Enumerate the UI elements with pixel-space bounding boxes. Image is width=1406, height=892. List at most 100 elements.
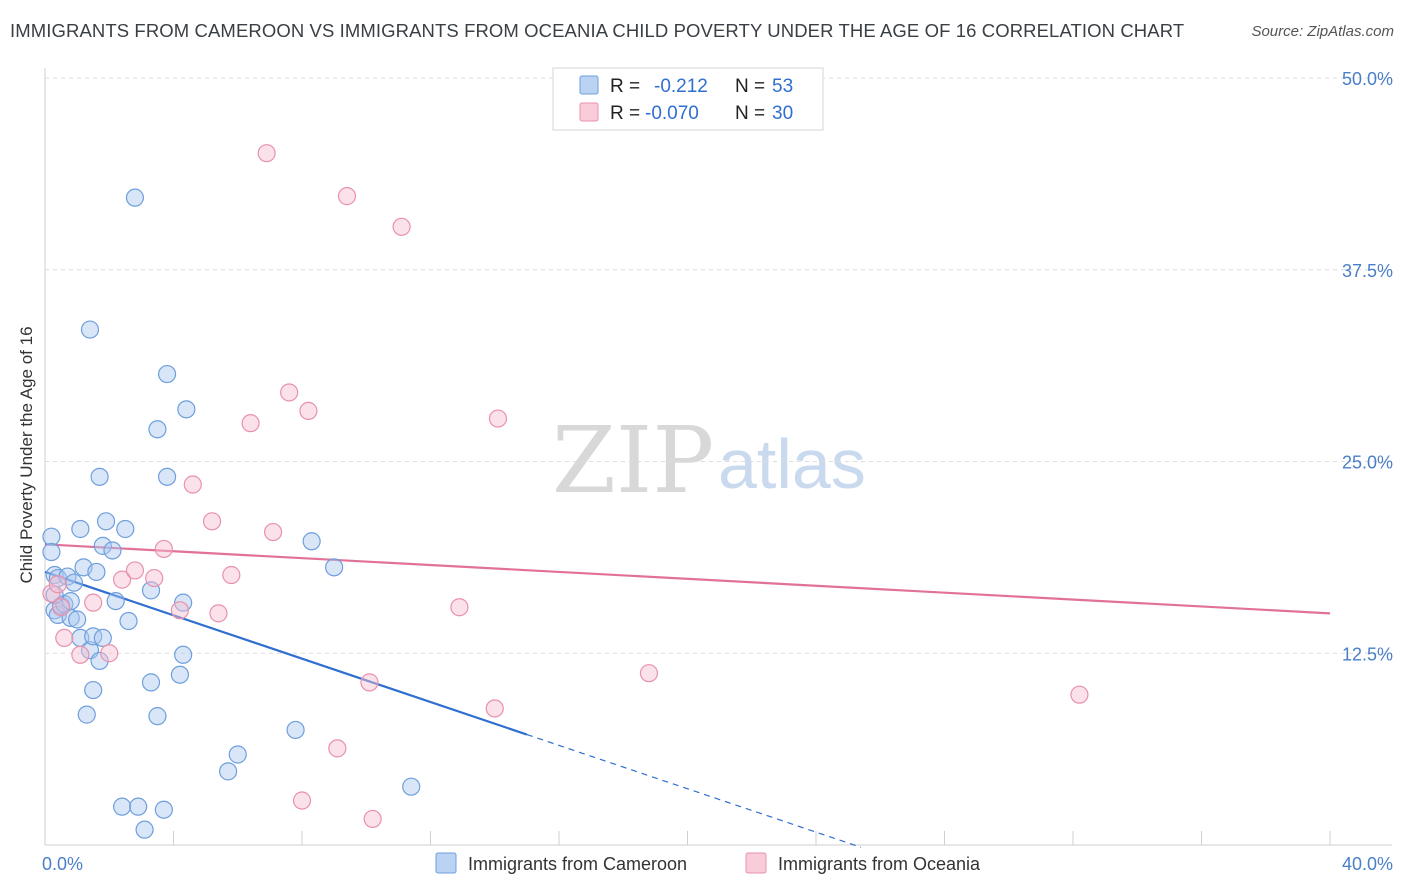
point-oceania <box>48 575 67 594</box>
watermark-zip: ZIP <box>552 407 714 514</box>
point-cameroon <box>106 591 125 611</box>
point-cameroon <box>93 536 112 555</box>
point-cameroon <box>141 673 161 692</box>
point-oceania <box>202 512 222 531</box>
legend-r-value: -0.070 <box>645 103 699 124</box>
point-cameroon <box>174 645 193 664</box>
trend-line-cameroon-extension <box>526 733 862 848</box>
point-oceania <box>360 673 379 692</box>
y-tick-label: 12.5% <box>1342 644 1393 664</box>
point-cameroon <box>154 800 173 819</box>
point-oceania <box>639 664 659 683</box>
point-oceania <box>55 628 74 648</box>
point-cameroon <box>170 665 190 684</box>
point-cameroon <box>228 745 247 764</box>
point-cameroon <box>302 532 321 551</box>
legend-r-label: R = <box>610 103 640 124</box>
series-legend-swatch-cameroon <box>435 852 457 874</box>
point-cameroon <box>325 558 344 577</box>
stats-legend-row-oceania: R = -0.070 N = 30 <box>579 102 793 124</box>
point-oceania <box>1070 685 1089 704</box>
point-oceania <box>42 584 61 603</box>
point-oceania <box>51 598 71 617</box>
point-cameroon <box>177 400 196 419</box>
y-tick-label: 25.0% <box>1342 453 1393 473</box>
point-cameroon <box>84 680 103 700</box>
point-oceania <box>450 598 469 617</box>
y-tick-label: 37.5% <box>1342 261 1393 281</box>
point-cameroon <box>119 611 138 631</box>
point-cameroon <box>135 820 154 839</box>
series-legend-item-oceania[interactable]: Immigrants from Oceania <box>745 852 981 874</box>
series-legend-label-cameroon: Immigrants from Cameroon <box>468 854 687 874</box>
legend-r-label: R = <box>610 76 640 97</box>
watermark: ZIP atlas <box>552 407 866 514</box>
watermark-atlas: atlas <box>718 425 866 503</box>
legend-r-value: -0.212 <box>654 76 708 97</box>
point-oceania <box>263 522 283 542</box>
point-cameroon <box>148 420 167 439</box>
point-cameroon <box>42 527 61 546</box>
y-axis-title: Child Poverty Under the Age of 16 <box>17 326 36 583</box>
axes: 12.5% 25.0% 37.5% 50.0% 0.0% 40.0% <box>42 68 1393 874</box>
point-cameroon <box>129 797 148 816</box>
point-cameroon <box>157 364 177 384</box>
point-oceania <box>170 601 190 620</box>
legend-swatch-oceania <box>579 102 599 122</box>
point-oceania <box>145 568 164 588</box>
point-oceania <box>299 401 318 420</box>
point-cameroon <box>80 320 100 339</box>
point-oceania <box>485 699 504 718</box>
point-cameroon <box>219 762 238 781</box>
point-oceania <box>292 791 312 810</box>
point-cameroon <box>93 628 112 648</box>
point-cameroon <box>90 467 109 486</box>
point-cameroon <box>68 610 87 629</box>
series-legend-label-oceania: Immigrants from Oceania <box>778 854 981 874</box>
point-cameroon <box>103 541 122 560</box>
point-cameroon <box>402 777 421 796</box>
point-cameroon <box>42 542 61 562</box>
point-oceania <box>363 809 382 829</box>
series-legend-item-cameroon[interactable]: Immigrants from Cameroon <box>435 852 687 874</box>
point-cameroon <box>125 188 145 207</box>
point-cameroon <box>77 705 96 724</box>
stats-legend-row-cameroon: R = -0.212 N = 53 <box>579 75 793 97</box>
point-oceania <box>209 604 228 623</box>
series-legend: Immigrants from Cameroon Immigrants from… <box>435 852 981 874</box>
point-oceania <box>183 475 202 494</box>
point-oceania <box>112 570 132 589</box>
legend-n-label: N = <box>735 76 765 97</box>
point-oceania <box>71 645 90 664</box>
point-oceania <box>154 539 173 559</box>
grid <box>45 77 1392 654</box>
point-oceania <box>488 409 508 428</box>
point-oceania <box>392 217 411 236</box>
point-cameroon <box>112 797 132 816</box>
point-cameroon <box>64 573 84 592</box>
point-cameroon <box>71 519 90 539</box>
data-points <box>42 144 1089 839</box>
legend-n-value: 53 <box>772 76 793 97</box>
point-oceania <box>280 383 299 402</box>
point-cameroon <box>96 512 116 531</box>
x-tick-label: 40.0% <box>1342 854 1393 874</box>
point-oceania <box>125 561 145 580</box>
point-oceania <box>257 144 276 163</box>
point-cameroon <box>157 467 177 486</box>
series-legend-swatch-oceania <box>745 852 767 874</box>
point-cameroon <box>286 720 305 740</box>
legend-swatch-cameroon <box>579 75 599 95</box>
stats-legend: R = -0.212 N = 53 R = -0.070 N = 30 <box>552 67 824 131</box>
point-cameroon <box>148 707 167 726</box>
legend-n-value: 30 <box>772 103 793 124</box>
point-oceania <box>337 187 357 206</box>
point-cameroon <box>116 519 135 539</box>
trend-line-oceania <box>44 543 1331 615</box>
trend-line-cameroon <box>44 570 528 736</box>
y-tick-label: 50.0% <box>1342 69 1393 89</box>
legend-n-label: N = <box>735 103 765 124</box>
point-oceania <box>84 593 103 612</box>
point-oceania <box>222 565 241 585</box>
